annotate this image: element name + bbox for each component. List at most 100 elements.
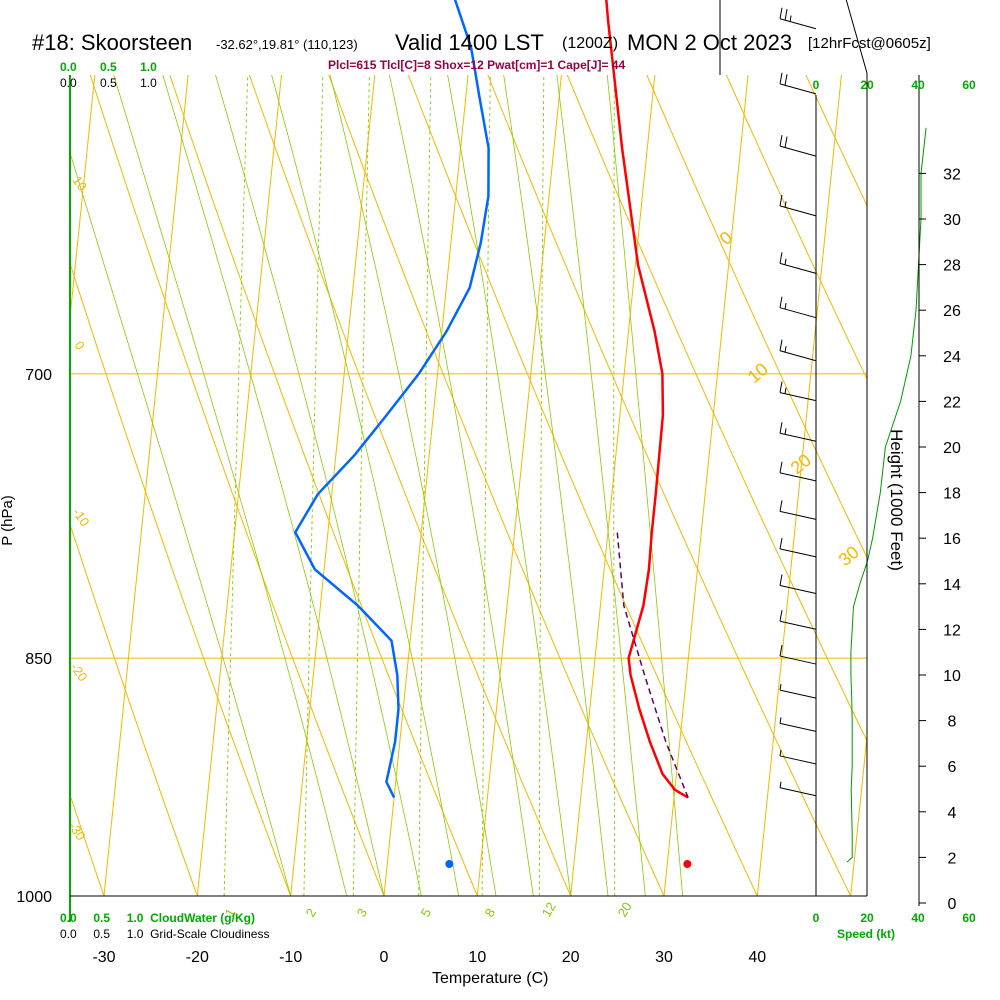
height-tick-label: 0 xyxy=(948,896,957,913)
speed-tick-label-bottom: 40 xyxy=(911,911,925,925)
cloudwater-scale-bottom: 0.0 0.5 1.0 CloudWater (g/Kg) xyxy=(60,911,255,925)
wind-barb xyxy=(779,422,817,442)
valid-time: Valid 1400 LST xyxy=(395,30,544,55)
cloudiness-scale-bottom: 0.0 0.5 1.0 Grid-Scale Cloudiness xyxy=(60,927,270,941)
wind-barb-staff xyxy=(779,585,817,594)
wind-barb-half-flag xyxy=(779,717,782,724)
temperature-tick-label: 0 xyxy=(380,949,389,966)
wind-barb xyxy=(779,574,817,594)
height-tick-label: 4 xyxy=(948,805,957,822)
mixing-ratio-line xyxy=(223,75,249,896)
wind-barb xyxy=(779,194,817,217)
mixing-ratio-label: 3 xyxy=(354,906,371,920)
dry-adiabat-label: 0 xyxy=(716,227,737,249)
wind-barb xyxy=(779,135,817,157)
mixing-ratio-line xyxy=(303,75,324,896)
sounding-traces xyxy=(293,0,927,868)
height-tick-label: 10 xyxy=(943,668,961,685)
moist-adiabat-line xyxy=(70,151,292,896)
wind-barb-staff xyxy=(779,205,817,217)
dry-adiabat-line xyxy=(566,75,867,742)
wind-barb-half-flag xyxy=(784,346,787,353)
isotherm-label: 10 xyxy=(70,173,91,193)
wind-barb-staff xyxy=(779,262,817,274)
wind-barb-half-flag xyxy=(779,781,782,788)
dry-adiabat-line xyxy=(328,75,665,896)
height-axis-title: Height (1000 Feet) xyxy=(886,429,906,571)
mixing-ratio-line xyxy=(538,75,545,896)
speed-axis-label: Speed (kt) xyxy=(837,927,896,941)
wind-barb-staff xyxy=(779,655,817,665)
wind-barb xyxy=(779,749,817,765)
temperature-tick-label: -30 xyxy=(92,949,115,966)
mixing-ratio-line xyxy=(613,75,616,896)
wind-barb-flag xyxy=(779,296,783,308)
dry-adiabat-line xyxy=(646,75,867,559)
wind-barb-flag xyxy=(779,135,783,147)
wind-barb-half-flag xyxy=(779,749,782,757)
isotherm-line xyxy=(196,75,282,896)
height-tick-label: 28 xyxy=(943,258,961,275)
temperature-tick-label: 30 xyxy=(655,949,673,966)
axes: 1235812203020100100-10-20-30250300400500… xyxy=(16,0,976,966)
temperature-tick-label: 40 xyxy=(748,949,766,966)
wind-barb-flag xyxy=(779,381,783,393)
mixing-ratio-line xyxy=(481,75,491,896)
isotherm-line xyxy=(476,75,562,896)
mixing-ratio-line xyxy=(352,75,370,896)
diagram-right-border xyxy=(719,0,868,896)
height-tick-label: 18 xyxy=(943,486,961,503)
moist-adiabat-line xyxy=(162,75,385,896)
wind-barb xyxy=(779,72,817,95)
wind-barb-staff xyxy=(779,307,817,319)
wind-barb-flag xyxy=(779,461,783,473)
dewpoint-trace xyxy=(293,0,490,799)
dry-adiabat-line xyxy=(89,75,385,896)
dry-adiabat-label: 30 xyxy=(835,542,863,570)
speed-tick-label-bottom: 20 xyxy=(860,911,874,925)
temperature-tick-label: -10 xyxy=(279,949,302,966)
wind-barb-flag xyxy=(779,252,783,264)
height-tick-label: 22 xyxy=(943,394,961,411)
wind-barb-staff xyxy=(779,722,817,732)
wind-barb-half-flag xyxy=(784,387,787,394)
dry-adiabat-line xyxy=(70,261,292,896)
temperature-tick-label: 10 xyxy=(468,949,486,966)
wind-barb xyxy=(779,381,817,402)
isotherm-line xyxy=(663,75,749,896)
wind-barb-flag xyxy=(784,136,788,148)
mixing-ratio-label: 12 xyxy=(539,899,559,919)
wind-barb-staff xyxy=(779,18,817,30)
pressure-tick-label: 850 xyxy=(25,651,52,668)
wind-barb-staff xyxy=(779,432,817,442)
temperature-tick-label: -20 xyxy=(186,949,209,966)
pressure-tick-label: 700 xyxy=(25,367,52,384)
mixing-ratio-label: 5 xyxy=(418,906,435,920)
isotherm-line xyxy=(0,0,32,896)
height-tick-label: 32 xyxy=(943,166,961,183)
wind-barb xyxy=(779,296,817,319)
wind-barb-staff xyxy=(779,787,817,797)
dry-adiabat-line xyxy=(385,0,1000,896)
wind-barb xyxy=(779,461,817,482)
wind-barb-half-flag xyxy=(779,684,782,691)
height-tick-label: 12 xyxy=(943,622,961,639)
wind-barb-staff xyxy=(779,510,817,520)
isotherm-line xyxy=(103,75,189,896)
height-tick-label: 26 xyxy=(943,303,961,320)
wind-barb xyxy=(779,644,817,665)
height-tick-label: 14 xyxy=(943,577,961,594)
isotherm-line xyxy=(383,75,469,896)
mixing-ratio-label: 2 xyxy=(303,906,320,920)
wind-barb-staff xyxy=(779,548,817,558)
wind-barb xyxy=(779,781,817,797)
moist-adiabat-line xyxy=(503,75,609,896)
wind-barb-flag xyxy=(779,339,783,351)
wind-barb xyxy=(779,252,817,274)
speed-tick-label-bottom: 60 xyxy=(962,911,976,925)
wind-barb-half-flag xyxy=(789,15,792,22)
wind-barb-flag xyxy=(779,610,783,622)
isotherm-label: -20 xyxy=(68,660,91,684)
moist-adiabat-line xyxy=(271,75,460,896)
